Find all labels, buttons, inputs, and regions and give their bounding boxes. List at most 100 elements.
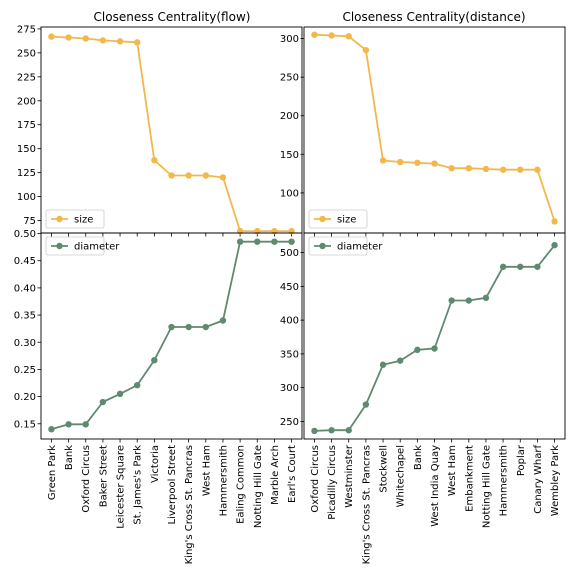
- data-point: [414, 346, 421, 354]
- data-point: [362, 401, 370, 408]
- data-point: [328, 427, 335, 434]
- x-tick-label: Earl's Court: [287, 445, 298, 503]
- legend-marker: [319, 215, 326, 223]
- x-tick-label: Leicester Square: [116, 445, 127, 529]
- data-point: [465, 297, 473, 304]
- legend-label: size: [74, 215, 93, 226]
- data-point: [168, 323, 175, 331]
- panel-flow-diameter: 0.15 0.20 0.25 0.30 0.35 0.40 0.45 0.50 Green Pa…: [14, 229, 303, 564]
- y-tick-label: 75: [23, 216, 36, 227]
- data-point: [168, 172, 175, 179]
- x-tick-label: Hammersmith: [218, 445, 229, 516]
- y-tick-label: 0.25: [14, 365, 36, 376]
- legend: diameter: [45, 236, 120, 256]
- x-tick-label: Embankment: [464, 445, 475, 512]
- legend-box: [308, 209, 368, 229]
- data-point: [202, 323, 210, 331]
- x-tick-label: Poplar: [516, 444, 527, 476]
- data-point: [379, 157, 387, 164]
- x-tick-label: Oxford Circus: [81, 445, 92, 513]
- y-tick-label: 0.35: [14, 311, 36, 322]
- data-point: [431, 345, 438, 352]
- y-tick-label: 125: [17, 168, 36, 179]
- data-point: [151, 156, 158, 164]
- legend-box: [308, 236, 368, 256]
- y-tick-label: 400: [280, 316, 299, 327]
- y-tick-label: 450: [280, 282, 299, 293]
- y-tick-label: 0.30: [14, 338, 36, 349]
- legend: diameter: [308, 236, 383, 256]
- data-point: [311, 427, 318, 435]
- y-tick-label: 275: [17, 24, 36, 35]
- x-tick-label: West Ham: [447, 445, 458, 496]
- y-tick-label: 0.50: [14, 229, 36, 240]
- data-point: [116, 390, 124, 398]
- data-point: [482, 165, 490, 173]
- y-tick-label: 200: [17, 96, 36, 107]
- data-point: [271, 238, 278, 245]
- chart-title: Closeness Centrality(distance): [342, 10, 525, 24]
- data-point: [414, 159, 421, 166]
- data-point: [48, 33, 55, 40]
- y-tick-label: 0.20: [14, 392, 36, 403]
- axes-frame: [40, 232, 303, 440]
- x-tick-label: Stockwell: [379, 445, 390, 493]
- x-tick-label: Canary Wharf: [533, 445, 544, 514]
- x-tick-label: King's Cross St. Pancras: [361, 445, 372, 564]
- legend: size: [308, 209, 368, 229]
- y-tick-label: 100: [17, 192, 36, 203]
- data-point: [534, 166, 541, 173]
- data-point: [448, 164, 455, 172]
- x-tick-label: Bank: [413, 445, 424, 470]
- data-point: [288, 238, 295, 245]
- x-tick-label: Westminster: [344, 444, 355, 508]
- data-point: [517, 263, 524, 270]
- legend-box: [45, 236, 105, 256]
- y-tick-label: 0.15: [14, 419, 36, 430]
- legend: size: [45, 209, 105, 229]
- panel-distance-size: Closeness Centrality(distance) 100 150 200…: [280, 10, 566, 237]
- data-point: [345, 33, 352, 40]
- x-tick-label: Oxford Circus: [310, 445, 321, 513]
- x-tick-label: King's Cross St. Pancras: [184, 445, 195, 564]
- y-tick-label: 0.40: [14, 283, 36, 294]
- x-tick-label: Whitechapel: [396, 445, 407, 507]
- x-tick-label: Marble Arch: [270, 445, 281, 505]
- data-point: [551, 218, 558, 225]
- data-point: [482, 294, 490, 302]
- data-point: [551, 241, 558, 249]
- data-point: [431, 160, 438, 167]
- x-tick-label: Green Park: [47, 445, 58, 500]
- data-point: [48, 426, 55, 433]
- data-point: [448, 297, 455, 304]
- y-tick-label: 500: [280, 248, 299, 259]
- data-point: [151, 356, 158, 364]
- data-point: [185, 323, 192, 331]
- data-point: [328, 32, 335, 39]
- y-tick-label: 150: [17, 144, 36, 155]
- data-point: [396, 158, 404, 166]
- data-point: [254, 238, 261, 245]
- y-tick-label: 250: [280, 73, 299, 84]
- x-tick-label: Hammersmith: [499, 445, 510, 516]
- y-tick-label: 250: [17, 48, 36, 59]
- data-point: [379, 361, 387, 368]
- x-tick-label: Notting Hill Gate: [481, 445, 492, 528]
- chart-title: Closeness Centrality(flow): [94, 10, 251, 24]
- x-tick-label: Victoria: [150, 445, 161, 483]
- y-tick-label: 200: [280, 111, 299, 122]
- data-point: [499, 166, 507, 173]
- x-tick-label: Baker Street: [98, 445, 109, 507]
- x-tick-label: West India Quay: [430, 445, 441, 527]
- x-tick-label: Bank: [64, 445, 75, 470]
- data-point: [311, 31, 318, 38]
- legend-marker: [56, 215, 63, 223]
- x-tick-label: Wembley Park: [550, 445, 561, 516]
- legend-label: size: [337, 215, 356, 226]
- y-tick-label: 250: [280, 417, 299, 428]
- y-tick-label: 0.45: [14, 256, 36, 267]
- y-tick-label: 225: [17, 72, 36, 83]
- y-tick-label: 300: [280, 34, 299, 45]
